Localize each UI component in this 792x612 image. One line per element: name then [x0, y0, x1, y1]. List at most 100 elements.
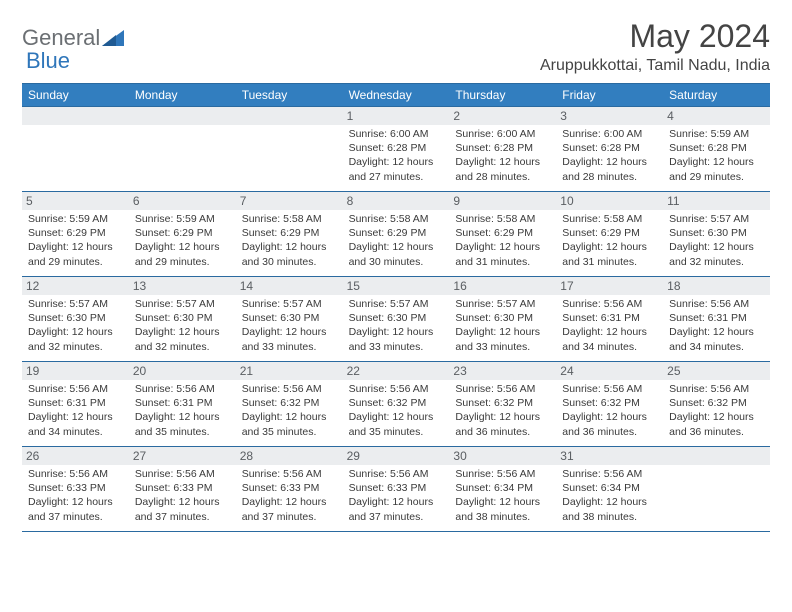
sunrise-text: Sunrise: 5:56 AM — [242, 382, 337, 396]
sunrise-text: Sunrise: 5:59 AM — [669, 127, 764, 141]
day-info: Sunrise: 6:00 AMSunset: 6:28 PMDaylight:… — [562, 127, 657, 184]
sunrise-text: Sunrise: 5:57 AM — [349, 297, 444, 311]
month-title: May 2024 — [540, 18, 770, 55]
day-info: Sunrise: 5:58 AMSunset: 6:29 PMDaylight:… — [242, 212, 337, 269]
day-info: Sunrise: 5:59 AMSunset: 6:29 PMDaylight:… — [135, 212, 230, 269]
sunrise-text: Sunrise: 6:00 AM — [349, 127, 444, 141]
day-number: 6 — [129, 192, 236, 210]
daylight-text: Daylight: 12 hours and 37 minutes. — [242, 495, 337, 523]
sunrise-text: Sunrise: 5:57 AM — [669, 212, 764, 226]
sunrise-text: Sunrise: 5:56 AM — [562, 382, 657, 396]
daylight-text: Daylight: 12 hours and 35 minutes. — [135, 410, 230, 438]
day-number: 2 — [449, 107, 556, 125]
day-info: Sunrise: 5:56 AMSunset: 6:33 PMDaylight:… — [135, 467, 230, 524]
sunset-text: Sunset: 6:31 PM — [562, 311, 657, 325]
day-info: Sunrise: 5:57 AMSunset: 6:30 PMDaylight:… — [28, 297, 123, 354]
sunset-text: Sunset: 6:30 PM — [669, 226, 764, 240]
day-info: Sunrise: 5:56 AMSunset: 6:34 PMDaylight:… — [455, 467, 550, 524]
daylight-text: Daylight: 12 hours and 29 minutes. — [135, 240, 230, 268]
daylight-text: Daylight: 12 hours and 32 minutes. — [669, 240, 764, 268]
weeks-container: 1Sunrise: 6:00 AMSunset: 6:28 PMDaylight… — [22, 106, 770, 532]
sunrise-text: Sunrise: 5:58 AM — [349, 212, 444, 226]
day-info: Sunrise: 5:56 AMSunset: 6:33 PMDaylight:… — [28, 467, 123, 524]
sunset-text: Sunset: 6:28 PM — [562, 141, 657, 155]
sunset-text: Sunset: 6:29 PM — [28, 226, 123, 240]
sunrise-text: Sunrise: 5:56 AM — [242, 467, 337, 481]
day-cell — [22, 107, 129, 191]
sunset-text: Sunset: 6:31 PM — [28, 396, 123, 410]
sunset-text: Sunset: 6:33 PM — [349, 481, 444, 495]
day-info: Sunrise: 5:59 AMSunset: 6:29 PMDaylight:… — [28, 212, 123, 269]
day-cell: 25Sunrise: 5:56 AMSunset: 6:32 PMDayligh… — [663, 362, 770, 446]
day-cell: 29Sunrise: 5:56 AMSunset: 6:33 PMDayligh… — [343, 447, 450, 531]
day-header: Tuesday — [236, 84, 343, 106]
daylight-text: Daylight: 12 hours and 37 minutes. — [135, 495, 230, 523]
sunrise-text: Sunrise: 5:59 AM — [28, 212, 123, 226]
day-number: 24 — [556, 362, 663, 380]
sunrise-text: Sunrise: 5:56 AM — [28, 382, 123, 396]
day-header: Monday — [129, 84, 236, 106]
sunset-text: Sunset: 6:28 PM — [455, 141, 550, 155]
sunset-text: Sunset: 6:29 PM — [135, 226, 230, 240]
day-number: 26 — [22, 447, 129, 465]
day-cell — [236, 107, 343, 191]
sunrise-text: Sunrise: 5:58 AM — [242, 212, 337, 226]
sunset-text: Sunset: 6:31 PM — [669, 311, 764, 325]
day-number: 17 — [556, 277, 663, 295]
day-cell: 3 Sunrise: 6:00 AMSunset: 6:28 PMDaylight… — [556, 107, 663, 191]
week-row: 1Sunrise: 6:00 AMSunset: 6:28 PMDaylight… — [22, 106, 770, 191]
daylight-text: Daylight: 12 hours and 32 minutes. — [135, 325, 230, 353]
day-number: 3 — [556, 107, 663, 125]
sunset-text: Sunset: 6:30 PM — [455, 311, 550, 325]
sunrise-text: Sunrise: 5:56 AM — [28, 467, 123, 481]
day-info: Sunrise: 5:59 AMSunset: 6:28 PMDaylight:… — [669, 127, 764, 184]
day-info: Sunrise: 5:56 AMSunset: 6:31 PMDaylight:… — [28, 382, 123, 439]
day-info: Sunrise: 5:58 AMSunset: 6:29 PMDaylight:… — [562, 212, 657, 269]
day-cell: 8Sunrise: 5:58 AMSunset: 6:29 PMDaylight… — [343, 192, 450, 276]
day-number: 16 — [449, 277, 556, 295]
day-info: Sunrise: 5:57 AMSunset: 6:30 PMDaylight:… — [669, 212, 764, 269]
sunset-text: Sunset: 6:30 PM — [28, 311, 123, 325]
day-cell: 15Sunrise: 5:57 AMSunset: 6:30 PMDayligh… — [343, 277, 450, 361]
day-info: Sunrise: 5:56 AMSunset: 6:32 PMDaylight:… — [455, 382, 550, 439]
day-cell: 13Sunrise: 5:57 AMSunset: 6:30 PMDayligh… — [129, 277, 236, 361]
day-number — [22, 107, 129, 125]
day-cell: 18Sunrise: 5:56 AMSunset: 6:31 PMDayligh… — [663, 277, 770, 361]
sunrise-text: Sunrise: 5:57 AM — [455, 297, 550, 311]
day-number: 1 — [343, 107, 450, 125]
daylight-text: Daylight: 12 hours and 36 minutes. — [562, 410, 657, 438]
day-number: 20 — [129, 362, 236, 380]
day-number: 9 — [449, 192, 556, 210]
sunset-text: Sunset: 6:32 PM — [242, 396, 337, 410]
day-cell: 2 Sunrise: 6:00 AMSunset: 6:28 PMDaylight… — [449, 107, 556, 191]
daylight-text: Daylight: 12 hours and 37 minutes. — [349, 495, 444, 523]
day-number: 13 — [129, 277, 236, 295]
sunset-text: Sunset: 6:31 PM — [135, 396, 230, 410]
day-info: Sunrise: 5:57 AMSunset: 6:30 PMDaylight:… — [242, 297, 337, 354]
day-info: Sunrise: 5:56 AMSunset: 6:31 PMDaylight:… — [135, 382, 230, 439]
day-cell — [129, 107, 236, 191]
daylight-text: Daylight: 12 hours and 28 minutes. — [455, 155, 550, 183]
daylight-text: Daylight: 12 hours and 30 minutes. — [242, 240, 337, 268]
brand-part2: Blue — [26, 48, 70, 74]
day-info: Sunrise: 5:56 AMSunset: 6:32 PMDaylight:… — [349, 382, 444, 439]
sunset-text: Sunset: 6:33 PM — [28, 481, 123, 495]
day-cell: 24Sunrise: 5:56 AMSunset: 6:32 PMDayligh… — [556, 362, 663, 446]
sunset-text: Sunset: 6:32 PM — [455, 396, 550, 410]
sunrise-text: Sunrise: 5:57 AM — [135, 297, 230, 311]
day-cell: 7Sunrise: 5:58 AMSunset: 6:29 PMDaylight… — [236, 192, 343, 276]
daylight-text: Daylight: 12 hours and 35 minutes. — [242, 410, 337, 438]
day-number: 25 — [663, 362, 770, 380]
calendar: Sunday Monday Tuesday Wednesday Thursday… — [22, 83, 770, 532]
daylight-text: Daylight: 12 hours and 29 minutes. — [669, 155, 764, 183]
daylight-text: Daylight: 12 hours and 32 minutes. — [28, 325, 123, 353]
day-number: 18 — [663, 277, 770, 295]
day-number: 12 — [22, 277, 129, 295]
sunrise-text: Sunrise: 6:00 AM — [455, 127, 550, 141]
day-info: Sunrise: 5:57 AMSunset: 6:30 PMDaylight:… — [349, 297, 444, 354]
daylight-text: Daylight: 12 hours and 34 minutes. — [28, 410, 123, 438]
daylight-text: Daylight: 12 hours and 30 minutes. — [349, 240, 444, 268]
daylight-text: Daylight: 12 hours and 37 minutes. — [28, 495, 123, 523]
daylight-text: Daylight: 12 hours and 29 minutes. — [28, 240, 123, 268]
brand-blue-row: Blue — [26, 48, 70, 74]
